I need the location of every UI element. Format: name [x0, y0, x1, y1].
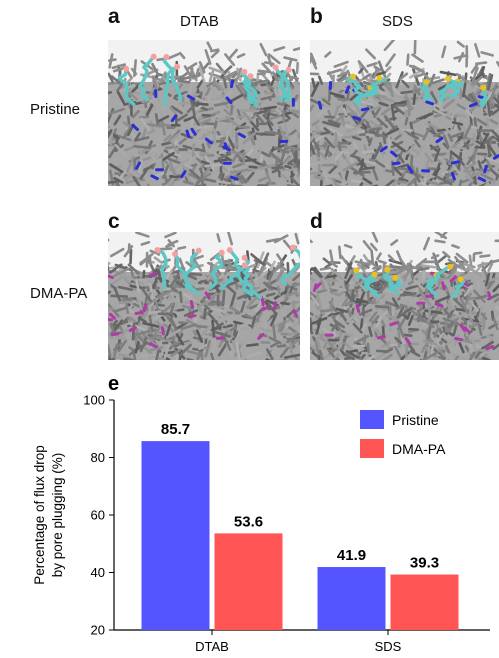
column-title-dtab: DTAB: [180, 13, 219, 30]
legend-label-pristine: Pristine: [392, 412, 439, 428]
bar-value-label: 85.7: [161, 421, 190, 438]
legend: Pristine DMA-PA: [360, 410, 446, 458]
functional-groups: [317, 80, 499, 183]
x-tick-label: DTAB: [195, 639, 229, 654]
bar-dma-pa-sds: [390, 574, 459, 630]
y-tick-label: 40: [91, 565, 105, 580]
y-tick-label: 100: [83, 393, 105, 408]
panel-letter-a: a: [108, 5, 120, 28]
simulation-image-c: [108, 232, 300, 360]
simulation-image-d: [310, 232, 499, 360]
bar-value-label: 53.6: [234, 513, 263, 530]
bar-pristine-sds: [317, 567, 386, 630]
membrane-network: [310, 232, 499, 360]
bar-dma-pa-dtab: [214, 533, 283, 630]
panel-letter-e: e: [108, 373, 119, 395]
y-tick-label: 60: [91, 508, 105, 523]
panel-letter-c: c: [108, 210, 120, 233]
membrane-network: [310, 40, 499, 186]
bar-pristine-dtab: [141, 441, 210, 630]
bar-value-label: 39.3: [410, 555, 439, 572]
membrane-network: [108, 232, 300, 360]
column-title-sds: SDS: [382, 13, 413, 30]
panel-letter-d: d: [310, 210, 323, 233]
legend-label-dma-pa: DMA-PA: [392, 441, 446, 457]
flux-drop-bar-chart: e Percentage of flux drop by pore pluggi…: [32, 373, 490, 654]
surfactant-chains: [117, 53, 293, 107]
x-tick-label: SDS: [375, 639, 402, 654]
surfactant-chains: [346, 73, 489, 108]
simulation-image-b: [310, 40, 499, 186]
row-label-pristine: Pristine: [30, 101, 81, 118]
surfactant-chains: [353, 263, 466, 298]
functional-groups: [131, 79, 295, 181]
functional-groups: [108, 267, 299, 349]
y-tick-label: 80: [91, 450, 105, 465]
row-label-dma-pa: DMA-PA: [30, 285, 88, 302]
y-axis-title-line2: by pore plugging (%): [50, 453, 65, 578]
surfactant-chains: [154, 244, 300, 300]
simulation-image-a: [108, 40, 300, 186]
legend-swatch-pristine: [360, 410, 384, 429]
y-tick-label: 20: [91, 623, 105, 638]
bar-value-label: 41.9: [337, 547, 366, 564]
panel-letter-b: b: [310, 5, 323, 28]
y-axis-title-line1: Percentage of flux drop: [32, 445, 47, 585]
legend-swatch-dma-pa: [360, 439, 384, 458]
y-axis-title: Percentage of flux drop by pore plugging…: [32, 445, 65, 585]
